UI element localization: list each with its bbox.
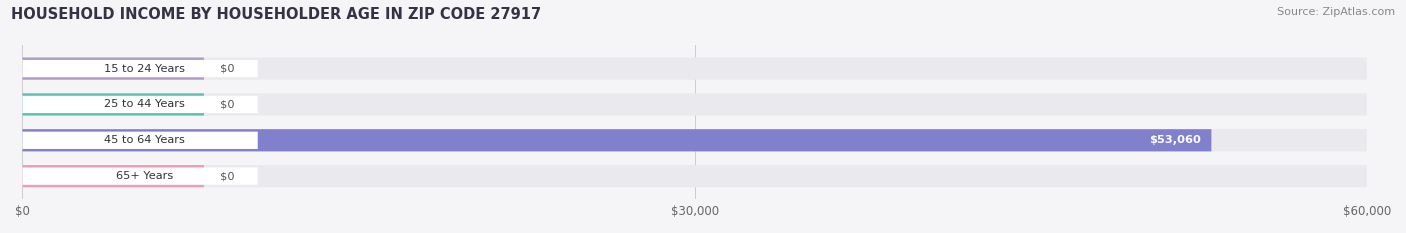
Text: $0: $0 xyxy=(221,171,235,181)
Text: 25 to 44 Years: 25 to 44 Years xyxy=(104,99,186,110)
FancyBboxPatch shape xyxy=(22,129,1367,151)
FancyBboxPatch shape xyxy=(22,93,204,116)
FancyBboxPatch shape xyxy=(22,129,1212,151)
Text: $0: $0 xyxy=(221,64,235,74)
Text: 15 to 24 Years: 15 to 24 Years xyxy=(104,64,186,74)
FancyBboxPatch shape xyxy=(22,60,257,77)
Text: HOUSEHOLD INCOME BY HOUSEHOLDER AGE IN ZIP CODE 27917: HOUSEHOLD INCOME BY HOUSEHOLDER AGE IN Z… xyxy=(11,7,541,22)
Text: 65+ Years: 65+ Years xyxy=(117,171,173,181)
FancyBboxPatch shape xyxy=(22,96,257,113)
Text: $0: $0 xyxy=(221,99,235,110)
FancyBboxPatch shape xyxy=(22,165,204,187)
Text: $53,060: $53,060 xyxy=(1149,135,1201,145)
FancyBboxPatch shape xyxy=(22,165,1367,187)
FancyBboxPatch shape xyxy=(22,58,1367,80)
FancyBboxPatch shape xyxy=(22,168,257,185)
FancyBboxPatch shape xyxy=(22,93,1367,116)
FancyBboxPatch shape xyxy=(22,132,257,149)
Text: Source: ZipAtlas.com: Source: ZipAtlas.com xyxy=(1277,7,1395,17)
FancyBboxPatch shape xyxy=(22,58,204,80)
Text: 45 to 64 Years: 45 to 64 Years xyxy=(104,135,186,145)
